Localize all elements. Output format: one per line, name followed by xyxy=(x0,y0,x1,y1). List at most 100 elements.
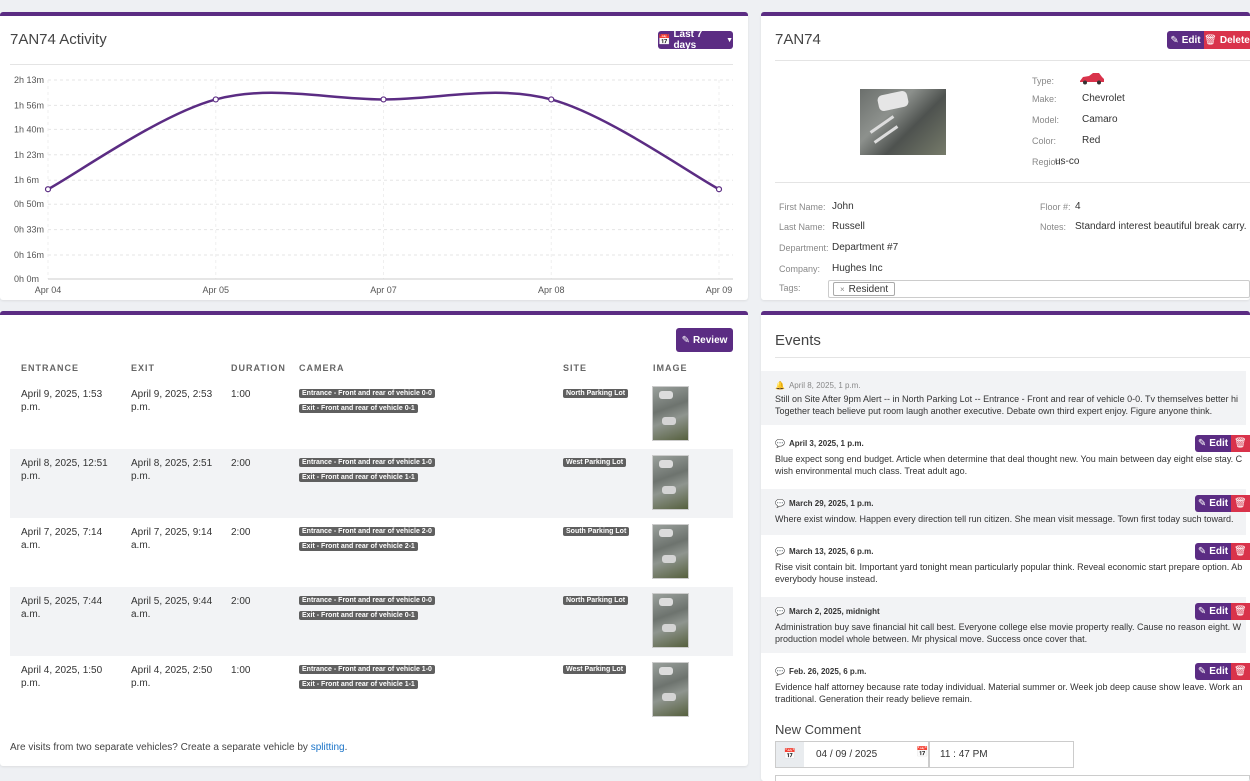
notes-value: Standard interest beautiful break carry. xyxy=(1075,221,1247,232)
event-date-text: March 13, 2025, 6 p.m. xyxy=(788,547,874,556)
comment-icon: 💬 xyxy=(775,499,785,508)
site-badge[interactable]: West Parking Lot xyxy=(563,458,627,467)
event-delete-button[interactable]: 🗑D xyxy=(1231,435,1250,452)
pencil-icon: ✎ xyxy=(1197,438,1207,449)
event-delete-button[interactable]: 🗑D xyxy=(1231,543,1250,560)
remove-tag-icon[interactable]: × xyxy=(840,284,845,294)
th-camera: CAMERA xyxy=(299,363,345,373)
duration-cell: 1:00 xyxy=(231,665,251,676)
event-edit-button[interactable]: ✎ Edit xyxy=(1195,435,1231,452)
tag-chip[interactable]: × Resident xyxy=(833,282,896,296)
event-date: 💬 Feb. 26, 2025, 6 p.m. xyxy=(775,667,866,676)
site-badge[interactable]: South Parking Lot xyxy=(563,527,630,536)
camera-entrance-badge[interactable]: Entrance - Front and rear of vehicle 1-0 xyxy=(299,458,435,467)
activity-divider xyxy=(10,64,733,65)
y-tick-label: 1h 40m xyxy=(14,124,44,134)
site-badge[interactable]: North Parking Lot xyxy=(563,389,629,398)
camera-exit-badge[interactable]: Exit - Front and rear of vehicle 1-1 xyxy=(299,680,418,689)
exit-date: April 8, 2025, 2:51 xyxy=(131,458,213,469)
entrance-period: p.m. xyxy=(21,678,41,689)
pencil-icon: ✎ xyxy=(1197,606,1207,617)
region-value: us-co xyxy=(1055,156,1080,167)
exit-period: p.m. xyxy=(131,471,151,482)
photo-car xyxy=(876,90,910,112)
data-point[interactable] xyxy=(212,96,219,103)
time-input[interactable]: 11 : 47 PM xyxy=(929,741,1074,768)
date-range-button[interactable]: 📅 Last 7 days ▼ xyxy=(658,29,733,51)
exit-date: April 5, 2025, 9:44 xyxy=(131,596,213,607)
exit-cell: April 7, 2025, 9:14 a.m. xyxy=(131,526,212,552)
data-point[interactable] xyxy=(380,96,387,103)
activity-title: 7AN74 Activity xyxy=(10,31,107,48)
camera-exit-badge[interactable]: Exit - Front and rear of vehicle 1-1 xyxy=(299,473,418,482)
camera-exit-badge[interactable]: Exit - Front and rear of vehicle 2-1 xyxy=(299,542,418,551)
camera-exit-badge[interactable]: Exit - Front and rear of vehicle 0-1 xyxy=(299,611,418,620)
new-comment-label: New Comment xyxy=(775,722,861,737)
pencil-icon: ✎ xyxy=(1197,666,1207,677)
event-delete-button[interactable]: 🗑D xyxy=(1231,603,1250,620)
y-tick-label: 1h 23m xyxy=(14,150,44,160)
event-text-line: Evidence half attorney because rate toda… xyxy=(775,682,1243,692)
x-tick-label: Apr 04 xyxy=(35,285,62,295)
entrance-cell: April 8, 2025, 12:51 p.m. xyxy=(21,457,108,483)
event-delete-button[interactable]: 🗑D xyxy=(1231,495,1250,512)
camera-entrance-badge[interactable]: Entrance - Front and rear of vehicle 1-0 xyxy=(299,665,435,674)
y-tick-label: 1h 6m xyxy=(14,175,39,185)
visit-thumbnail[interactable] xyxy=(652,593,689,648)
events-divider xyxy=(775,357,1250,358)
vehicle-card: 7AN74 ✎ Edit 🗑 Delete Type: Make: Chevro… xyxy=(761,12,1250,300)
edit-label: Edit xyxy=(1209,606,1229,617)
y-tick-label: 1h 56m xyxy=(14,100,44,110)
event-edit-button[interactable]: ✎ Edit xyxy=(1195,663,1231,680)
bell-icon: 🔔 xyxy=(775,381,785,390)
site-badge[interactable]: West Parking Lot xyxy=(563,665,627,674)
event-date: 💬 March 2, 2025, midnight xyxy=(775,607,880,616)
x-tick-label: Apr 05 xyxy=(202,285,229,295)
event-edit-button[interactable]: ✎ Edit xyxy=(1195,603,1231,620)
floor-value: 4 xyxy=(1075,201,1081,212)
event-item: 💬 March 2, 2025, midnight Administration b… xyxy=(761,597,1250,653)
site-badge[interactable]: North Parking Lot xyxy=(563,596,629,605)
event-delete-button[interactable]: 🗑D xyxy=(1231,663,1250,680)
camera-entrance-badge[interactable]: Entrance - Front and rear of vehicle 0-0 xyxy=(299,389,435,398)
data-point[interactable] xyxy=(548,96,555,103)
color-value: Red xyxy=(1082,135,1101,146)
review-button[interactable]: ✎ Review xyxy=(676,328,733,352)
camera-entrance-badge[interactable]: Entrance - Front and rear of vehicle 2-0 xyxy=(299,527,435,536)
vehicle-delete-button[interactable]: 🗑 Delete xyxy=(1204,31,1250,49)
last-name-value: Russell xyxy=(832,221,865,232)
entrance-cell: April 9, 2025, 1:53 p.m. xyxy=(21,388,102,414)
visit-thumbnail[interactable] xyxy=(652,662,689,717)
date-input[interactable]: 📅 04 / 09 / 2025 📅 xyxy=(775,741,929,768)
data-point[interactable] xyxy=(44,186,52,193)
visit-thumbnail[interactable] xyxy=(652,386,689,441)
activity-card: 7AN74 Activity 📅 Last 7 days ▼ 2h 13m 1h … xyxy=(0,12,748,300)
th-duration: DURATION xyxy=(231,363,286,373)
exit-cell: April 4, 2025, 2:50 p.m. xyxy=(131,664,212,690)
exit-period: a.m. xyxy=(131,540,151,551)
data-point[interactable] xyxy=(715,186,723,193)
camera-exit-badge[interactable]: Exit - Front and rear of vehicle 0-1 xyxy=(299,404,418,413)
event-edit-button[interactable]: ✎ Edit xyxy=(1195,495,1231,512)
trash-icon: 🗑 xyxy=(1234,498,1247,509)
comment-icon: 💬 xyxy=(775,439,785,448)
tags-input[interactable]: × Resident xyxy=(828,280,1250,298)
duration-cell: 1:00 xyxy=(231,389,251,400)
event-edit-button[interactable]: ✎ Edit xyxy=(1195,543,1231,560)
table-row: April 5, 2025, 7:44 a.m. April 5, 2025, 9:… xyxy=(10,587,733,656)
visit-thumbnail[interactable] xyxy=(652,524,689,579)
event-date: 💬 March 29, 2025, 1 p.m. xyxy=(775,499,873,508)
visit-thumbnail[interactable] xyxy=(652,455,689,510)
comment-textarea[interactable] xyxy=(775,775,1250,781)
event-item: 💬 March 29, 2025, 1 p.m. Where exist windo… xyxy=(761,489,1250,535)
calendar-picker-icon[interactable]: 📅 xyxy=(916,747,929,758)
exit-cell: April 9, 2025, 2:53 p.m. xyxy=(131,388,212,414)
make-label: Make: xyxy=(1032,94,1057,104)
trash-icon: 🗑 xyxy=(1234,606,1247,617)
color-label: Color: xyxy=(1032,136,1057,146)
vehicle-edit-button[interactable]: ✎ Edit xyxy=(1167,31,1204,49)
camera-entrance-badge[interactable]: Entrance - Front and rear of vehicle 0-0 xyxy=(299,596,435,605)
notes-label: Notes: xyxy=(1040,222,1067,232)
date-range-label: Last 7 days xyxy=(673,29,703,51)
split-link[interactable]: splitting xyxy=(310,742,345,753)
